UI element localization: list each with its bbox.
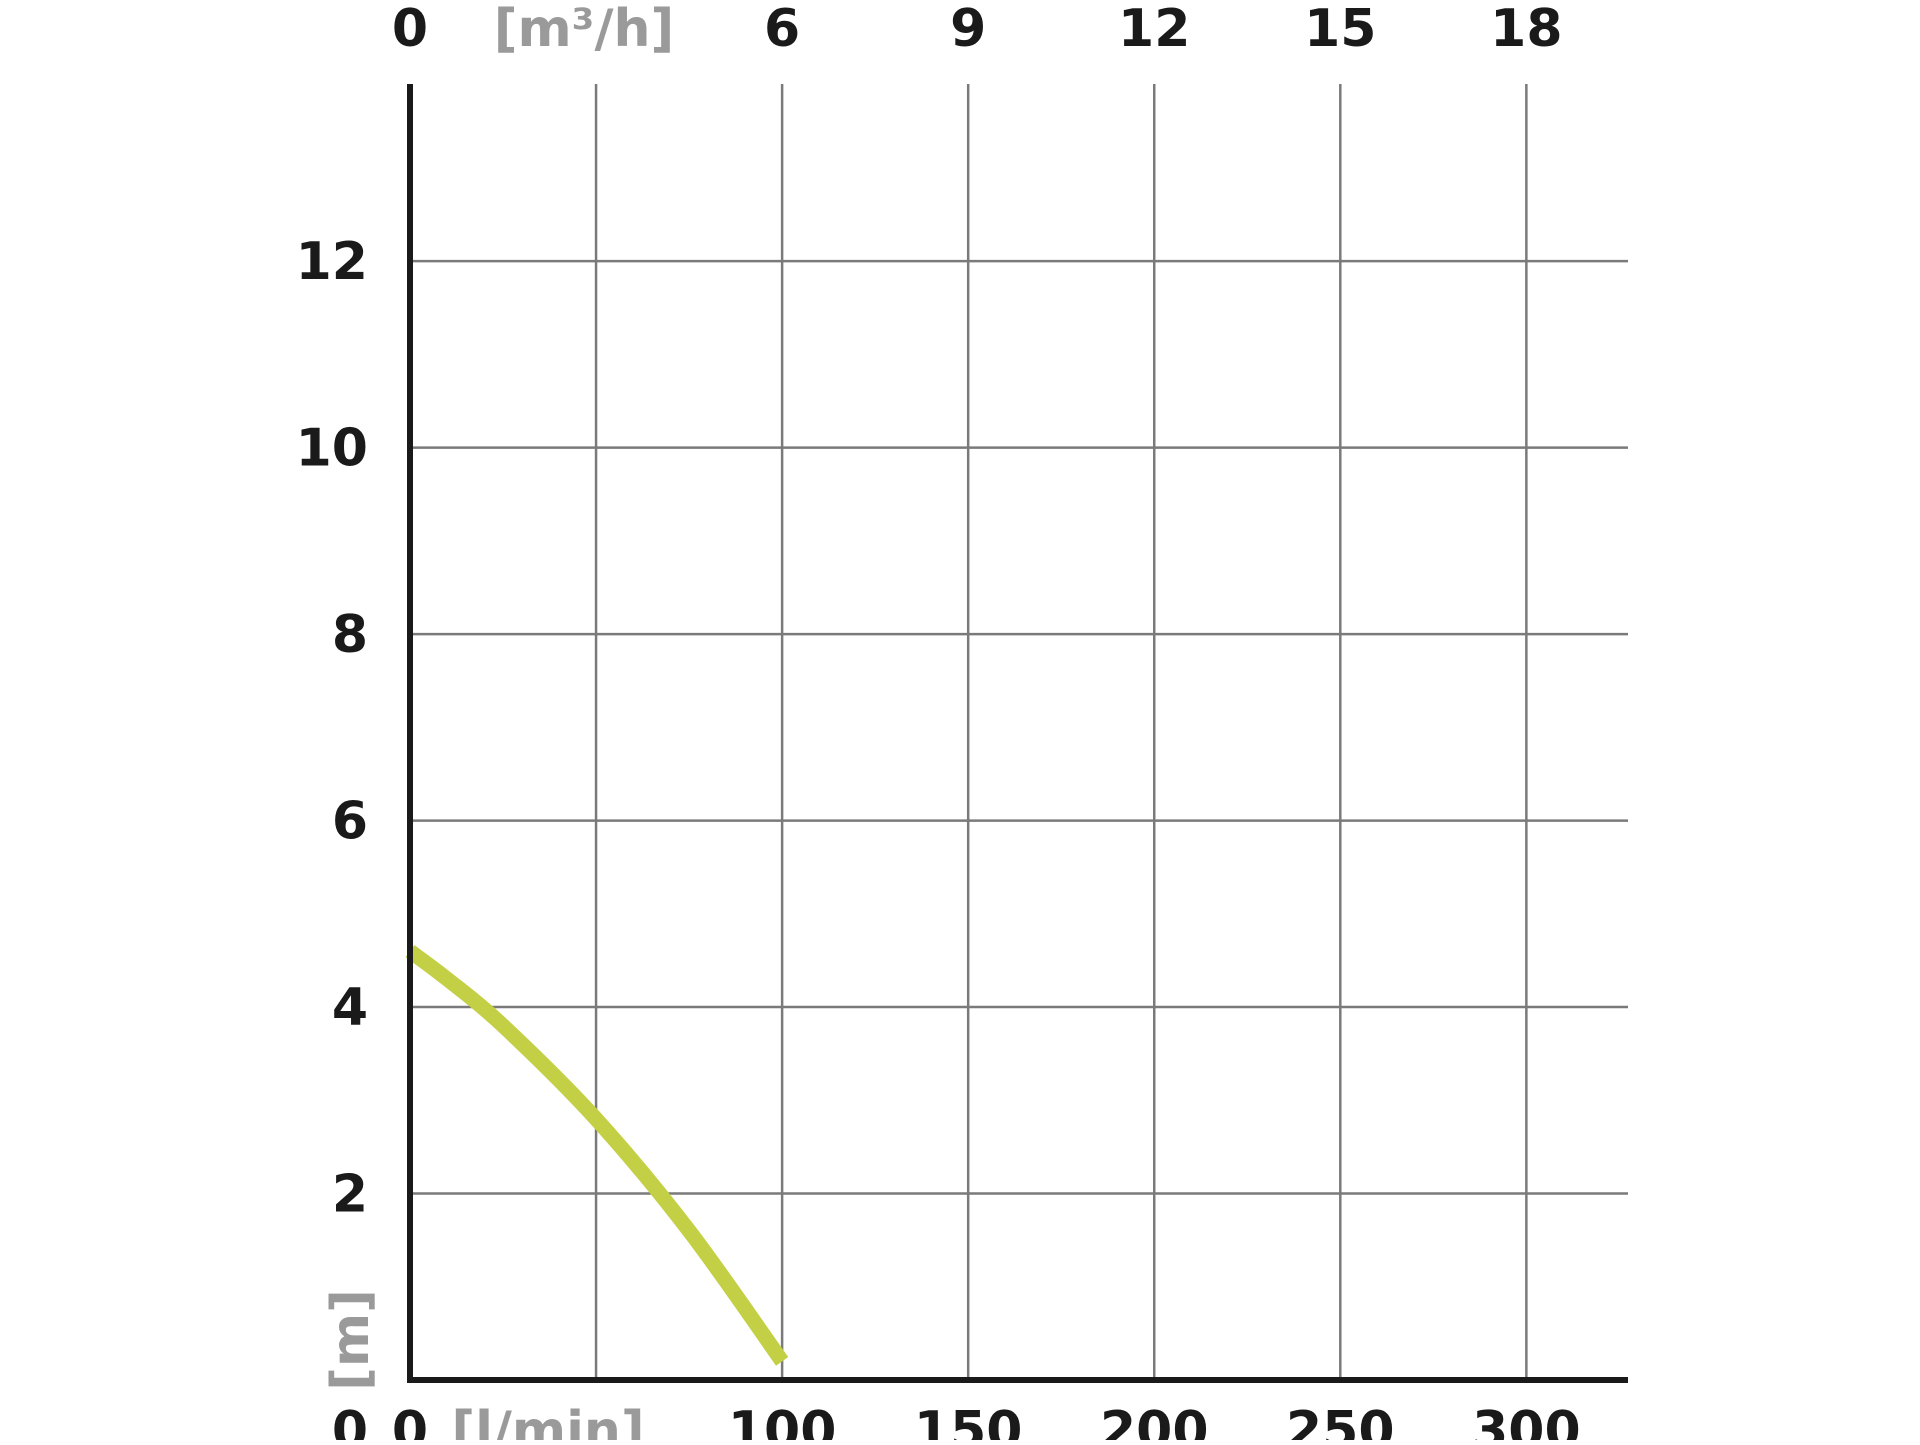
label-layer: [l/min] [m³/h] [m] 001006150920012250153… — [296, 0, 1581, 1445]
series-line — [405, 945, 789, 1366]
x2-tick-label: 12 — [1118, 0, 1190, 59]
axis-layer — [407, 84, 1628, 1383]
x-tick-label: 200 — [1100, 1401, 1209, 1440]
x-tick-label: 100 — [728, 1401, 837, 1440]
y-tick-label: 12 — [296, 232, 368, 292]
series-layer — [405, 945, 789, 1366]
x2-tick-label: 9 — [950, 0, 986, 59]
y-tick-label: 10 — [296, 419, 368, 479]
y-tick-label: 6 — [332, 792, 368, 852]
y-axis-label: [m] — [321, 1289, 381, 1391]
x2-tick-label: 18 — [1490, 0, 1562, 59]
x-tick-label: 250 — [1286, 1401, 1395, 1440]
x-tick-label: 0 — [392, 1401, 428, 1440]
y-tick-label: 8 — [332, 605, 368, 665]
x-tick-label: 300 — [1472, 1401, 1581, 1440]
x-tick-label: 150 — [914, 1401, 1023, 1440]
y-tick-label: 4 — [332, 978, 368, 1038]
y-tick-label: 0 — [332, 1401, 368, 1440]
x2-tick-label: 15 — [1304, 0, 1376, 59]
x2-tick-label: 6 — [764, 0, 800, 59]
x-axis-label: [l/min] — [451, 1401, 644, 1440]
x2-tick-label: 0 — [392, 0, 428, 59]
x2-axis-label: [m³/h] — [494, 0, 675, 59]
grid-layer — [410, 84, 1628, 1380]
y-tick-label: 2 — [332, 1165, 368, 1225]
